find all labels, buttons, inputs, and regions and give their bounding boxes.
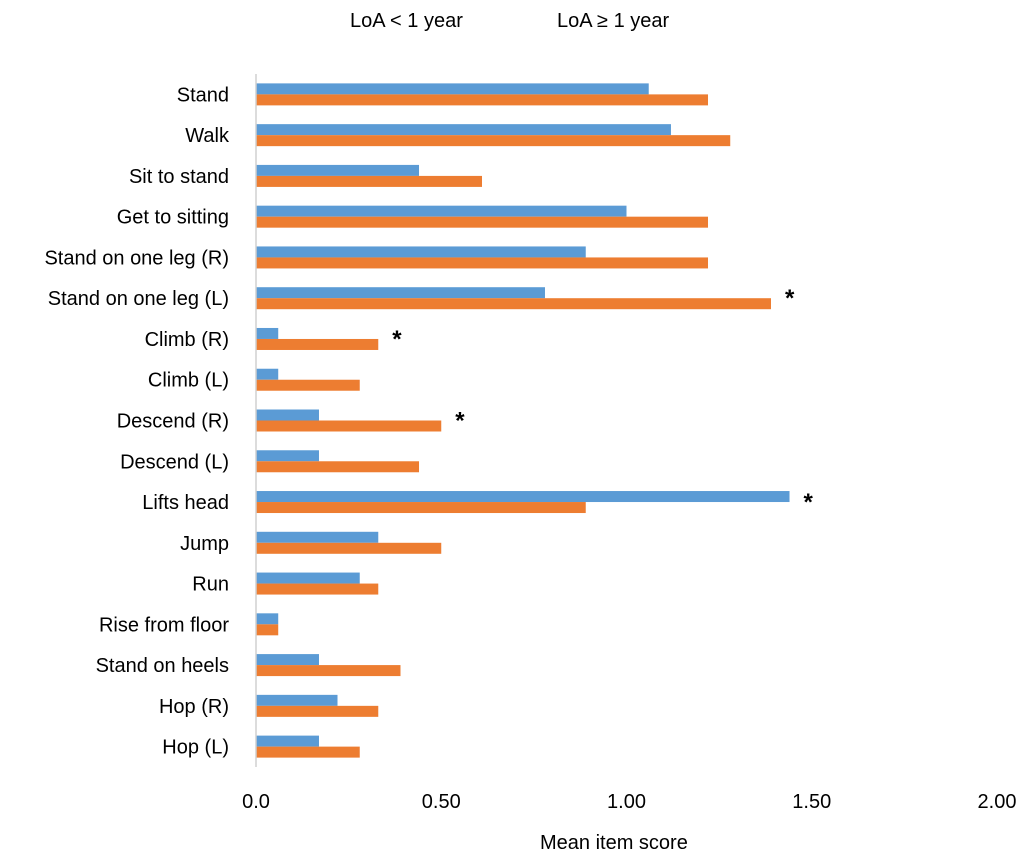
bar-lt1yr-8 — [256, 409, 319, 421]
x-tick-label: 2.00 — [978, 791, 1017, 813]
bar-lt1yr-7 — [256, 368, 279, 380]
category-label: Hop (R) — [159, 696, 229, 718]
bar-ge1yr-12 — [256, 583, 379, 595]
category-label: Rise from floor — [99, 614, 229, 636]
category-label: Stand on one leg (R) — [44, 247, 229, 269]
bar-lt1yr-16 — [256, 735, 319, 747]
bar-ge1yr-9 — [256, 461, 420, 473]
bar-lt1yr-6 — [256, 327, 279, 339]
bar-lt1yr-5 — [256, 287, 545, 299]
bar-lt1yr-0 — [256, 83, 649, 95]
x-tick-label: 0.0 — [242, 791, 270, 813]
bar-ge1yr-7 — [256, 379, 360, 391]
bar-ge1yr-5 — [256, 298, 771, 310]
x-tick-label: 0.50 — [422, 791, 461, 813]
significance-star: * — [392, 326, 402, 353]
category-label: Lifts head — [142, 492, 229, 514]
bar-lt1yr-13 — [256, 613, 279, 625]
bar-ge1yr-2 — [256, 175, 483, 187]
category-label: Stand on one leg (L) — [48, 288, 229, 310]
category-label: Climb (L) — [148, 370, 229, 392]
bar-ge1yr-1 — [256, 135, 731, 147]
legend: LoA < 1 year LoA ≥ 1 year — [0, 10, 1030, 40]
bar-lt1yr-12 — [256, 572, 360, 584]
category-label: Climb (R) — [145, 329, 229, 351]
legend-label-series-2: LoA ≥ 1 year — [557, 10, 670, 32]
bar-ge1yr-4 — [256, 257, 709, 269]
significance-star: * — [785, 285, 795, 312]
bar-ge1yr-0 — [256, 94, 709, 106]
bar-ge1yr-15 — [256, 705, 379, 717]
x-tick-label: 1.00 — [607, 791, 646, 813]
bar-ge1yr-16 — [256, 746, 360, 758]
bar-lt1yr-2 — [256, 164, 420, 176]
bar-lt1yr-4 — [256, 246, 586, 258]
x-axis-title: Mean item score — [540, 832, 688, 854]
bar-ge1yr-14 — [256, 665, 401, 677]
category-label: Get to sitting — [117, 207, 229, 229]
category-label: Walk — [185, 125, 230, 147]
category-label: Descend (L) — [120, 451, 229, 473]
bar-ge1yr-6 — [256, 338, 379, 350]
bars-group — [256, 83, 790, 758]
bar-lt1yr-1 — [256, 124, 671, 136]
category-label: Sit to stand — [129, 166, 229, 188]
bar-lt1yr-15 — [256, 694, 338, 706]
significance-markers: * * * * — [392, 285, 813, 516]
bar-lt1yr-14 — [256, 654, 319, 666]
bar-lt1yr-9 — [256, 450, 319, 462]
bar-lt1yr-11 — [256, 531, 379, 543]
category-label: Run — [192, 574, 229, 596]
bar-ge1yr-11 — [256, 542, 442, 554]
x-tick-label: 1.50 — [792, 791, 831, 813]
significance-star: * — [455, 408, 465, 435]
x-tick-labels: 0.0 0.50 1.00 1.50 2.00 — [242, 791, 1016, 813]
bar-ge1yr-3 — [256, 216, 709, 228]
significance-star: * — [804, 489, 814, 516]
bar-ge1yr-10 — [256, 502, 586, 514]
bar-ge1yr-13 — [256, 624, 279, 636]
category-label: Hop (L) — [162, 737, 229, 759]
category-label: Stand — [177, 84, 229, 106]
bar-lt1yr-3 — [256, 205, 627, 217]
category-labels: Stand Walk Sit to stand Get to sitting Stand… — [44, 84, 230, 758]
category-label: Descend (R) — [117, 411, 229, 433]
bar-lt1yr-10 — [256, 491, 790, 503]
category-label: Jump — [180, 533, 229, 555]
legend-label-series-1: LoA < 1 year — [350, 10, 463, 32]
category-label: Stand on heels — [96, 655, 229, 677]
bar-ge1yr-8 — [256, 420, 442, 432]
